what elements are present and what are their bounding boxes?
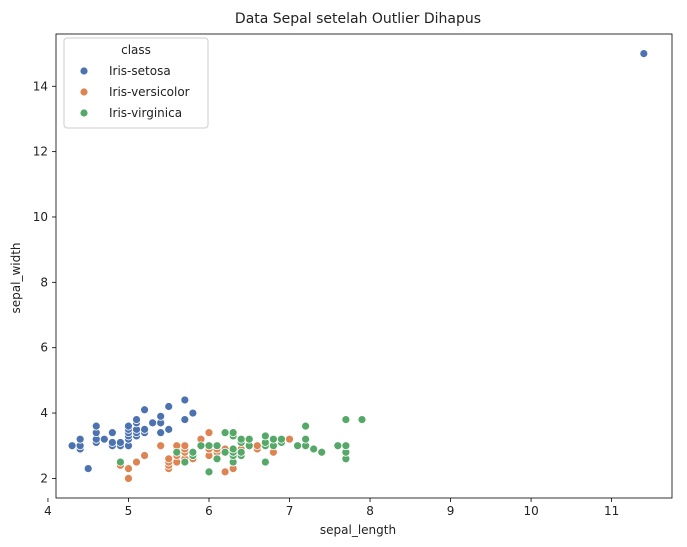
- legend-marker: [79, 66, 89, 76]
- scatter-point: [156, 411, 166, 421]
- scatter-point: [124, 464, 133, 473]
- scatter-point: [124, 473, 133, 483]
- legend-label: Iris-setosa: [109, 64, 171, 78]
- scatter-point: [236, 447, 246, 457]
- x-tick-label: 8: [366, 504, 374, 518]
- scatter-point: [188, 447, 198, 457]
- scatter-point: [269, 434, 278, 444]
- y-tick-label: 12: [33, 145, 48, 159]
- scatter-point: [132, 457, 141, 467]
- scatter-point: [188, 408, 198, 418]
- scatter-point: [164, 454, 174, 464]
- x-tick-label: 10: [523, 504, 538, 518]
- x-tick-label: 4: [44, 504, 52, 518]
- scatter-point: [277, 434, 286, 444]
- scatter-point: [341, 415, 351, 424]
- scatter-point: [140, 451, 149, 460]
- scatter-point: [309, 444, 319, 454]
- y-tick-label: 2: [40, 471, 48, 485]
- legend-label: Iris-versicolor: [109, 85, 190, 99]
- scatter-point: [639, 49, 649, 59]
- scatter-point: [204, 428, 214, 438]
- scatter-point: [285, 434, 294, 444]
- scatter-point: [301, 421, 311, 431]
- legend-marker: [79, 87, 89, 97]
- y-tick-label: 4: [40, 406, 48, 420]
- scatter-point: [156, 428, 166, 438]
- x-tick-label: 11: [604, 504, 619, 518]
- scatter-point: [357, 415, 367, 424]
- scatter-point: [301, 434, 311, 444]
- scatter-point: [220, 467, 230, 477]
- scatter-point: [91, 421, 101, 431]
- scatter-point: [83, 464, 93, 473]
- scatter-point: [132, 415, 141, 424]
- scatter-point: [75, 434, 85, 444]
- scatter-point: [164, 402, 174, 411]
- scatter-point: [204, 467, 214, 477]
- scatter-point: [236, 434, 246, 444]
- scatter-point: [333, 441, 343, 451]
- scatter-point: [180, 441, 190, 451]
- scatter-point: [317, 447, 327, 457]
- scatter-point: [212, 454, 222, 464]
- scatter-point: [107, 428, 117, 438]
- legend-box: [63, 37, 209, 129]
- x-axis-label: sepal_length: [320, 523, 396, 537]
- scatter-point: [228, 444, 238, 454]
- scatter-point: [341, 441, 351, 451]
- scatter-point: [212, 441, 222, 451]
- scatter-point: [116, 457, 125, 467]
- scatter-point: [67, 441, 77, 451]
- y-tick-label: 10: [33, 210, 48, 224]
- scatter-point: [220, 447, 230, 457]
- scatter-point: [204, 441, 214, 451]
- plot-area: [55, 33, 673, 499]
- scatter-point: [252, 441, 262, 451]
- x-tick-label: 6: [205, 504, 213, 518]
- scatter-point: [260, 431, 270, 441]
- series-iris-setosa: [67, 49, 649, 473]
- x-tick-label: 7: [286, 504, 294, 518]
- scatter-point: [99, 434, 109, 444]
- scatter-point: [228, 428, 238, 438]
- scatter-point: [148, 418, 158, 428]
- y-tick-label: 6: [40, 341, 48, 355]
- scatter-point: [180, 415, 190, 424]
- legend-title: class: [121, 43, 151, 57]
- scatter-point: [164, 424, 174, 434]
- chart-title: Data Sepal setelah Outlier Dihapus: [235, 11, 481, 27]
- series-iris-virginica: [116, 415, 367, 477]
- scatter-point: [107, 438, 117, 447]
- y-axis: 2 4 6 8 10 12 14: [33, 79, 56, 485]
- scatter-point: [172, 447, 182, 457]
- scatter-point: [140, 405, 149, 415]
- x-tick-label: 9: [447, 504, 455, 518]
- scatter-point: [140, 424, 149, 434]
- y-axis-label: sepal_width: [9, 242, 23, 313]
- scatter-point: [220, 428, 230, 438]
- scatter-point: [244, 434, 254, 444]
- plot-frame: [55, 33, 673, 499]
- x-tick-label: 5: [125, 504, 133, 518]
- scatter-point: [156, 441, 166, 451]
- scatter-point: [180, 395, 190, 405]
- legend-marker: [79, 108, 89, 118]
- scatter-point: [116, 438, 125, 447]
- legend: class Iris-setosa Iris-versicolor Iris-virg…: [63, 37, 209, 129]
- legend-label: Iris-virginica: [109, 106, 182, 120]
- scatter-point: [293, 441, 302, 451]
- y-tick-label: 8: [40, 275, 48, 289]
- scatter-point: [260, 457, 270, 467]
- scatter-point: [196, 441, 206, 451]
- data-points: [67, 49, 649, 483]
- scatter-point: [180, 457, 190, 467]
- y-tick-label: 14: [33, 79, 48, 93]
- x-axis: 4 5 6 7 8 9 10 11: [44, 498, 619, 518]
- scatter-point: [124, 421, 133, 431]
